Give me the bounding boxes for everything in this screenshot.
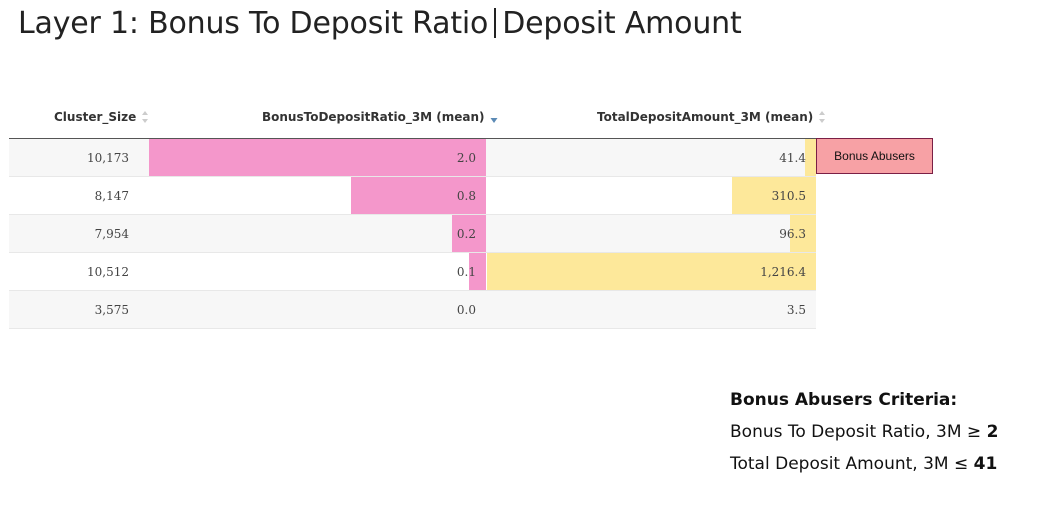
sort-descending-icon[interactable] xyxy=(490,110,498,124)
ratio-bar xyxy=(351,177,486,214)
ratio-bar xyxy=(452,215,486,252)
page-title-left: Layer 1: Bonus To Deposit Ratio xyxy=(18,6,489,41)
column-header-label: BonusToDepositRatio_3M (mean) xyxy=(262,110,485,124)
criteria-ratio-value: 2 xyxy=(986,422,999,442)
cluster-size-cell: 3,575 xyxy=(94,302,129,317)
ratio-bar xyxy=(149,139,486,176)
ratio-cell: 0.2 xyxy=(149,215,486,252)
sort-both-icon[interactable] xyxy=(141,110,149,124)
greater-equal-symbol: ≥ xyxy=(966,422,982,442)
criteria-deposit-value: 41 xyxy=(973,454,998,474)
criteria-ratio-line: Bonus To Deposit Ratio, 3M ≥ 2 xyxy=(730,422,998,442)
criteria-heading: Bonus Abusers Criteria: xyxy=(730,390,958,410)
table-row: 7,954 0.2 96.3 xyxy=(9,215,816,253)
column-header-bonus-ratio[interactable]: BonusToDepositRatio_3M (mean) xyxy=(262,110,498,124)
column-header-total-deposit[interactable]: TotalDepositAmount_3M (mean) xyxy=(597,110,826,124)
ratio-cell: 2.0 xyxy=(149,139,486,176)
table-row: 10,173 2.0 41.4 xyxy=(9,139,816,177)
bonus-abusers-tag: Bonus Abusers xyxy=(816,138,933,174)
cluster-size-cell: 8,147 xyxy=(94,188,129,203)
deposit-cell: 41.4 xyxy=(487,139,816,176)
cluster-size-cell: 7,954 xyxy=(94,226,129,241)
column-header-cluster-size[interactable]: Cluster_Size xyxy=(54,110,149,124)
page-title: Layer 1: Bonus To Deposit Ratio Deposit A… xyxy=(18,6,742,41)
criteria-ratio-text: Bonus To Deposit Ratio, 3M xyxy=(730,422,967,442)
deposit-cell: 3.5 xyxy=(786,302,806,317)
deposit-bar xyxy=(790,215,816,252)
bonus-abusers-tag-label: Bonus Abusers xyxy=(834,149,915,163)
cluster-size-cell: 10,512 xyxy=(87,264,129,279)
page-title-right: Deposit Amount xyxy=(502,6,742,41)
criteria-deposit-line: Total Deposit Amount, 3M ≤ 41 xyxy=(730,454,998,474)
table-row: 8,147 0.8 310.5 xyxy=(9,177,816,215)
deposit-bar xyxy=(487,253,816,290)
deposit-bar xyxy=(804,139,816,176)
sort-both-icon[interactable] xyxy=(818,110,826,124)
column-header-label: TotalDepositAmount_3M (mean) xyxy=(597,110,814,124)
deposit-cell: 1,216.4 xyxy=(487,253,816,290)
column-header-label: Cluster_Size xyxy=(54,110,137,124)
title-divider xyxy=(494,8,497,38)
deposit-bar xyxy=(732,177,816,214)
less-equal-symbol: ≤ xyxy=(954,454,969,474)
ratio-cell: 0.1 xyxy=(149,253,486,290)
ratio-cell: 0.8 xyxy=(149,177,486,214)
deposit-cell: 310.5 xyxy=(487,177,816,214)
table-header: Cluster_Size BonusToDepositRatio_3M (mea… xyxy=(9,98,826,139)
table-row: 3,575 0.0 3.5 xyxy=(9,291,816,329)
criteria-deposit-text: Total Deposit Amount, 3M xyxy=(730,454,954,474)
cluster-table: Cluster_Size BonusToDepositRatio_3M (mea… xyxy=(9,98,826,329)
deposit-cell: 96.3 xyxy=(487,215,816,252)
table-row: 10,512 0.1 1,216.4 xyxy=(9,253,816,291)
ratio-cell: 0.0 xyxy=(456,302,476,317)
criteria-panel: Bonus Abusers Criteria: Bonus To Deposit… xyxy=(730,390,998,486)
ratio-bar xyxy=(469,253,486,290)
cluster-size-cell: 10,173 xyxy=(87,150,129,165)
